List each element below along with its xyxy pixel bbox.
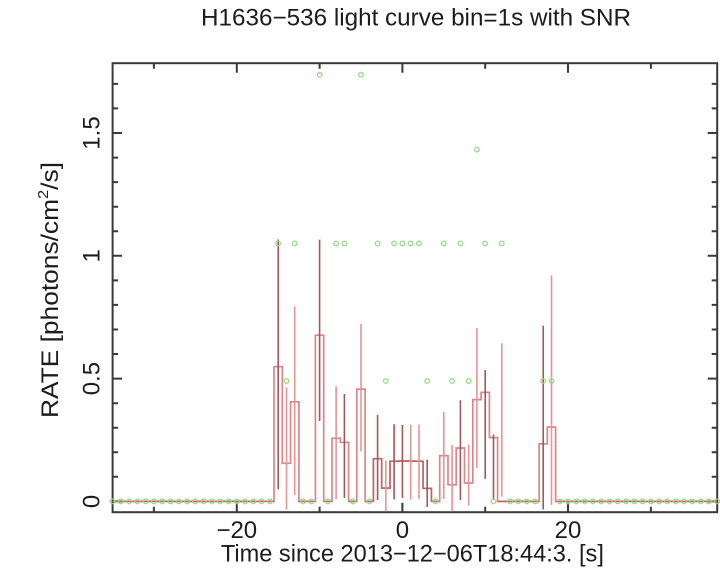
svg-text:0: 0 <box>79 495 106 508</box>
svg-text:1: 1 <box>79 249 106 262</box>
svg-text:1.5: 1.5 <box>79 116 106 149</box>
svg-text:0: 0 <box>396 517 409 544</box>
svg-text:20: 20 <box>555 517 582 544</box>
svg-text:−20: −20 <box>216 517 257 544</box>
svg-text:RATE [photons/cm2/s]: RATE [photons/cm2/s] <box>35 162 64 418</box>
svg-text:0.5: 0.5 <box>79 362 106 395</box>
svg-text:H1636−536 light curve bin=1s w: H1636−536 light curve bin=1s with SNR <box>201 4 631 31</box>
svg-text:Time since 2013−12−06T18:44:3.: Time since 2013−12−06T18:44:3. [s] <box>221 541 604 568</box>
